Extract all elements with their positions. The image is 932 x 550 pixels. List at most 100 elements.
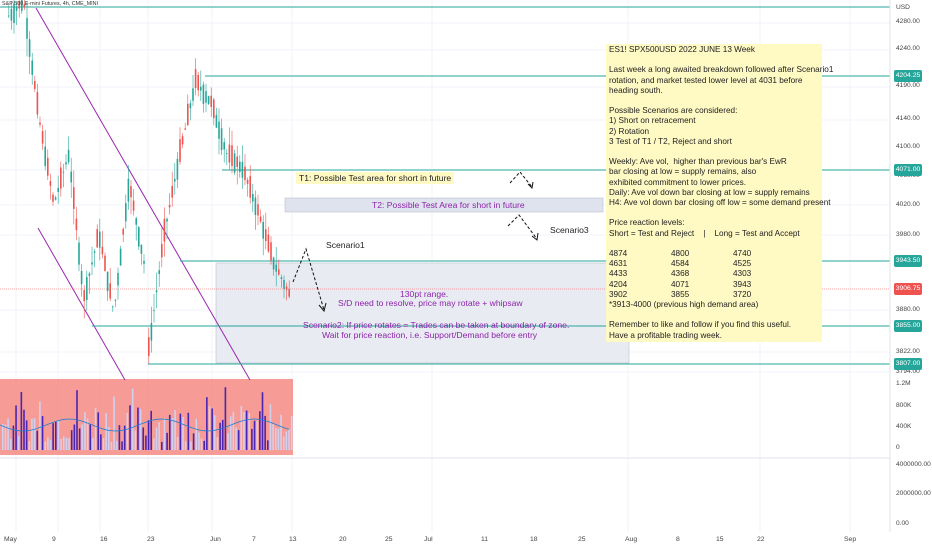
- candle-body-95: [257, 204, 259, 216]
- candle-body-23: [67, 149, 70, 162]
- candle-body-105: [283, 279, 285, 289]
- volume-bar-14: [39, 401, 41, 450]
- scenario1-path: [292, 247, 325, 311]
- volume-bar-84: [224, 387, 227, 450]
- volume-bar-32: [86, 418, 89, 450]
- volume-bar-67: [179, 413, 182, 450]
- price-tick-8: 3880.00: [896, 306, 920, 313]
- scenario-arrows: [292, 171, 539, 313]
- volume-bar-52: [139, 409, 142, 450]
- candle-body-62: [171, 185, 173, 198]
- scenario1-arrowhead: [318, 302, 327, 313]
- volume-bar-2: [7, 418, 9, 450]
- candle-body-45: [125, 203, 127, 222]
- volume-bar-71: [190, 441, 192, 450]
- volume-bar-83: [221, 419, 224, 450]
- note-line: [609, 147, 819, 157]
- price-tick-2: 4190.00: [896, 82, 920, 89]
- volume-bar-100: [267, 440, 269, 450]
- candle-body-58: [161, 244, 163, 258]
- volume-bar-35: [94, 408, 97, 450]
- candle-body-50: [138, 227, 140, 247]
- level-cell: 4071: [671, 279, 690, 289]
- price-tick-7: 3980.00: [896, 231, 920, 238]
- volume-bar-48: [129, 405, 131, 450]
- volume-bar-75: [200, 438, 203, 450]
- candle-body-37: [104, 255, 106, 271]
- price-tag-3: 3906.75: [894, 283, 922, 295]
- candle-body-92: [249, 176, 251, 198]
- date-tick-0: May: [4, 536, 17, 543]
- candle-body-76: [207, 96, 210, 104]
- volume-bar-97: [259, 411, 261, 450]
- volume-bar-68: [182, 417, 184, 450]
- trend-channel: [35, 7, 251, 381]
- level-cell: 3902: [609, 289, 628, 299]
- volume-bar-77: [206, 397, 208, 450]
- note-line: Have a profitable trading week.: [609, 330, 722, 340]
- price-tick-1: 4240.00: [896, 45, 920, 52]
- volume-bar-18: [49, 439, 52, 450]
- note-line: [609, 239, 819, 249]
- candle-body-103: [278, 269, 280, 275]
- candle-body-34: [96, 229, 98, 248]
- volume-bar-72: [192, 433, 195, 450]
- note-line: H4: Ave vol down bar closing off low = s…: [609, 198, 831, 207]
- range-label-line1: 130pt range.: [400, 289, 449, 299]
- volume-bar-21: [57, 420, 60, 450]
- date-tick-3: 23: [147, 536, 155, 543]
- candle-body-44: [122, 228, 124, 235]
- candle-body-91: [246, 179, 249, 184]
- candle-body-57: [158, 270, 160, 275]
- volume-bar-50: [134, 430, 137, 450]
- candle-body-41: [114, 299, 117, 301]
- note-line: Last week a long awaited breakdown follo…: [609, 65, 834, 75]
- date-tick-7: 20: [339, 536, 347, 543]
- note-line: [609, 208, 819, 218]
- candle-body-28: [80, 270, 83, 285]
- volume-bar-49: [131, 388, 134, 450]
- note-line: Remember to like and follow if you find …: [609, 320, 792, 330]
- date-tick-16: 22: [757, 536, 765, 543]
- analysis-note: ES1! SPX500USD 2022 JUNE 13 Week Last wee…: [606, 44, 834, 342]
- range-zone: [215, 262, 630, 364]
- level-cell: 4204: [609, 279, 628, 289]
- volume-bar-4: [12, 425, 15, 450]
- volume-bar-80: [214, 415, 216, 450]
- volume-bar-63: [168, 414, 171, 450]
- volume-bar-23: [62, 436, 65, 450]
- scenario-top-path: [509, 171, 533, 188]
- price-tag-5: 3807.00: [894, 358, 922, 370]
- level-cell: 4303: [733, 269, 752, 279]
- level-cell: 4433: [609, 269, 628, 279]
- date-tick-12: 25: [578, 536, 586, 543]
- candle-body-88: [239, 161, 241, 172]
- volume-bar-106: [282, 436, 285, 450]
- note-line: rotation, and market tested lower level …: [609, 75, 803, 85]
- volume-bar-108: [288, 429, 290, 450]
- candle-body-46: [127, 178, 130, 202]
- candle-body-27: [78, 242, 80, 265]
- volume-bar-16: [44, 441, 46, 450]
- candle-body-22: [65, 162, 67, 165]
- candle-body-36: [101, 246, 104, 255]
- t1-label: T1: Possible Test area for short in futu…: [296, 172, 455, 184]
- candle-body-64: [176, 158, 179, 180]
- lower-tick-2: 0.00: [896, 520, 909, 527]
- volume-bar-1: [4, 424, 7, 450]
- price-tick-0: 4280.00: [896, 18, 920, 25]
- note-line: *3913-4000 (previous high demand area): [609, 299, 759, 309]
- volume-bar-101: [269, 404, 272, 450]
- volume-bar-40: [108, 426, 110, 450]
- volume-bar-30: [81, 424, 84, 450]
- volume-bar-26: [70, 430, 73, 450]
- volume-bar-27: [73, 424, 76, 450]
- candle-body-74: [202, 84, 205, 104]
- t2-label: T2: Possible Test Area for short in futu…: [372, 200, 525, 210]
- volume-bar-88: [235, 427, 237, 450]
- date-tick-1: 9: [52, 536, 56, 543]
- level-cell: 4631: [609, 259, 628, 269]
- volume-bar-34: [92, 437, 94, 450]
- volume-bar-51: [137, 407, 139, 450]
- date-tick-10: 11: [481, 536, 489, 543]
